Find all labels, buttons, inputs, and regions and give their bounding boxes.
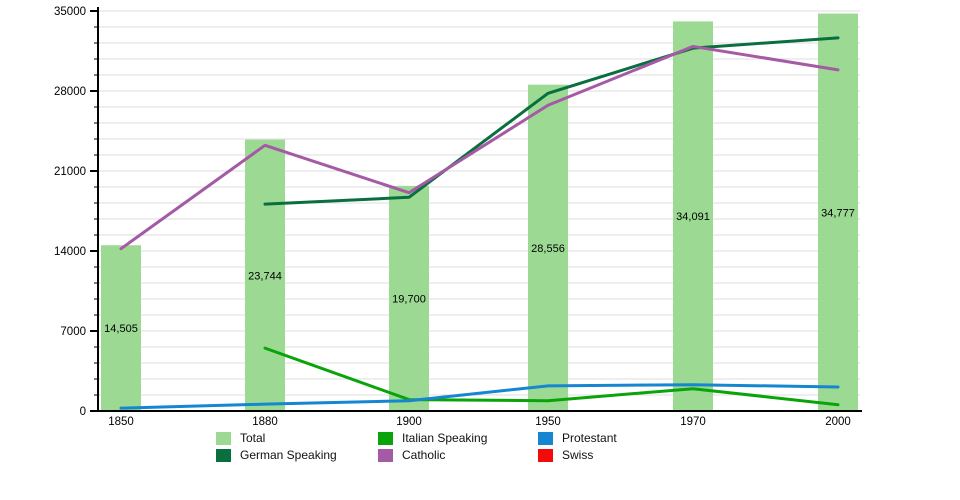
legend-label-italian-speaking: Italian Speaking: [402, 431, 488, 445]
x-tick-label-1970: 1970: [680, 416, 706, 428]
y-tick-label: 21000: [54, 166, 86, 178]
legend-label-total: Total: [240, 431, 266, 445]
bar-1880: [245, 139, 285, 411]
legend-label-catholic: Catholic: [402, 448, 446, 462]
legend-swatch-swiss: [538, 448, 553, 462]
line-german-speaking: [263, 36, 840, 206]
bar-value-label-1900: 19,700: [392, 293, 426, 305]
legend-item-italian-speaking: Italian Speaking: [378, 431, 487, 445]
y-tick-label: 14000: [54, 246, 86, 258]
bar-value-label-1850: 14,505: [104, 323, 138, 335]
legend-item-total: Total: [216, 431, 265, 445]
legend-item-catholic: Catholic: [378, 448, 445, 462]
line-protestant: [119, 383, 840, 410]
legend-item-swiss: Swiss: [538, 448, 593, 462]
y-tick-label: 35000: [54, 6, 86, 18]
legend-swatch-german-speaking: [216, 448, 231, 462]
bar-value-label-1950: 28,556: [531, 243, 565, 255]
y-tick-label: 28000: [54, 86, 86, 98]
x-tick-label-2000: 2000: [825, 416, 851, 428]
bar-value-label-1970: 34,091: [676, 211, 710, 223]
legend-label-protestant: Protestant: [562, 431, 617, 445]
legend-swatch-catholic: [378, 448, 393, 462]
line-catholic: [119, 44, 840, 251]
bar-value-label-2000: 34,777: [821, 207, 855, 219]
y-tick-label: 0: [80, 406, 86, 418]
x-tick-label-1900: 1900: [396, 416, 422, 428]
x-tick-label-1880: 1880: [252, 416, 278, 428]
bar-1950: [528, 84, 568, 411]
legend-swatch-protestant: [538, 431, 553, 445]
legend-label-swiss: Swiss: [562, 448, 594, 462]
bar-2000: [818, 13, 858, 411]
bar-value-label-1880: 23,744: [248, 270, 282, 282]
bar-1970: [673, 21, 713, 411]
legend-item-german-speaking: German Speaking: [216, 448, 337, 462]
x-tick-label-1950: 1950: [535, 416, 561, 428]
legend-swatch-italian-speaking: [378, 431, 393, 445]
x-tick-label-1850: 1850: [108, 416, 134, 428]
y-tick-label: 7000: [60, 326, 86, 338]
bar-1900: [389, 185, 429, 411]
bar-1850: [101, 245, 141, 411]
legend-item-protestant: Protestant: [538, 431, 617, 445]
legend-swatch-total: [216, 431, 231, 445]
legend-label-german-speaking: German Speaking: [240, 448, 337, 462]
line-italian-speaking: [263, 346, 840, 407]
